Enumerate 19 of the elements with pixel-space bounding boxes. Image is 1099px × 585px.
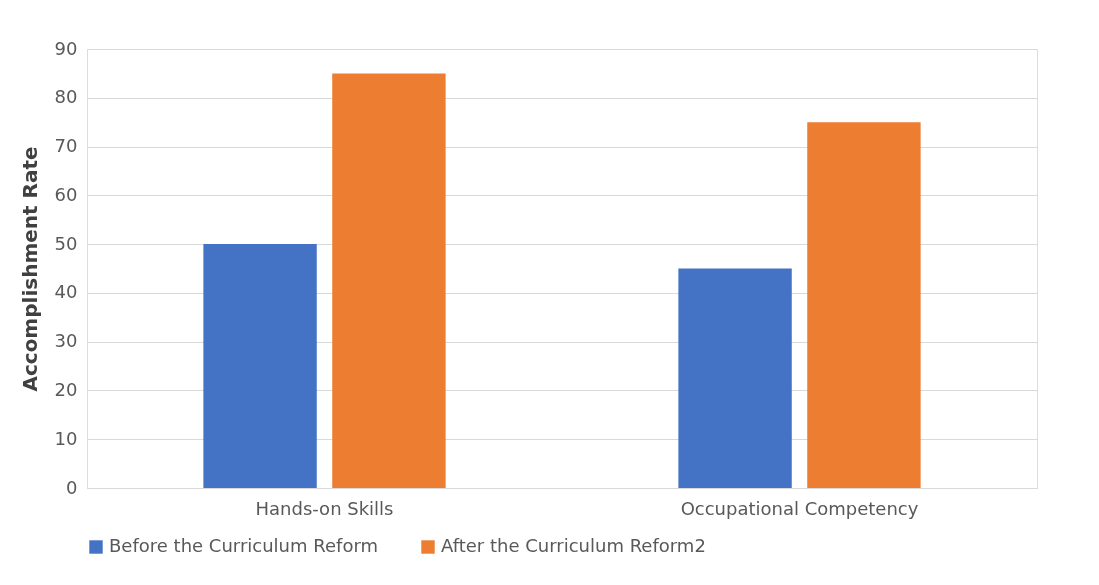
bar (332, 73, 446, 488)
y-tick-label: 90 (54, 37, 78, 59)
legend-label: Before the Curriculum Reform (109, 535, 379, 556)
bar (203, 244, 317, 488)
legend-label: After the Curriculum Reform2 (441, 535, 706, 556)
x-tick-label: Occupational Competency (680, 497, 919, 519)
x-tick-label: Hands-on Skills (255, 497, 394, 519)
y-axis-title: Accomplishment Rate (17, 146, 42, 392)
y-tick-label: 60 (54, 183, 78, 205)
y-tick-label: 20 (54, 378, 78, 400)
y-tick-label: 10 (54, 427, 78, 449)
y-tick-label: 80 (54, 86, 78, 108)
y-tick-label: 50 (54, 232, 78, 254)
y-tick-label: 30 (54, 330, 78, 352)
y-tick-label: 70 (54, 135, 78, 157)
y-tick-label: 40 (54, 281, 78, 303)
bar (678, 268, 792, 488)
y-tick-label: 0 (66, 476, 78, 498)
bar (807, 122, 921, 488)
